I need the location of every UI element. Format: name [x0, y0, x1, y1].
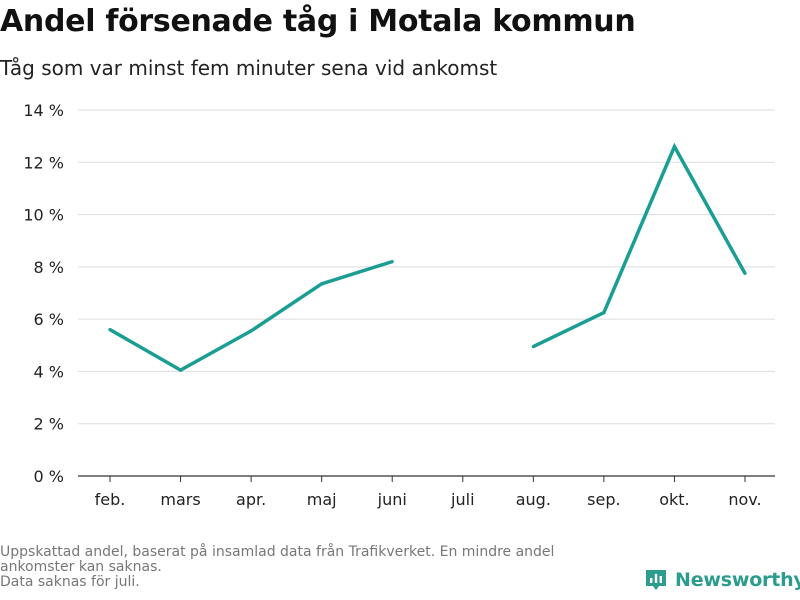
x-tick-label: juli	[450, 490, 474, 509]
y-tick-label: 6 %	[34, 310, 64, 329]
x-tick-label: apr.	[236, 490, 266, 509]
x-tick-label: nov.	[728, 490, 761, 509]
data-point	[249, 329, 253, 333]
chart-title: Andel försenade tåg i Motala kommun	[0, 4, 636, 39]
data-point	[178, 368, 183, 372]
x-tick-label: mars	[160, 490, 200, 509]
data-point	[672, 145, 677, 149]
y-tick-label: 0 %	[34, 467, 64, 486]
y-tick-label: 14 %	[23, 101, 64, 120]
series-line	[532, 142, 747, 349]
footnote: Uppskattad andel, baserat på insamlad da…	[0, 545, 640, 590]
x-tick-label: sep.	[587, 490, 620, 509]
footnote-line: Uppskattad andel, baserat på insamlad da…	[0, 544, 555, 560]
x-tick-label: feb.	[95, 490, 126, 509]
data-point	[602, 311, 606, 315]
x-tick-label: maj	[307, 490, 337, 509]
brand-name: Newsworthy	[675, 569, 800, 591]
data-point	[743, 271, 747, 275]
y-tick-label: 10 %	[23, 206, 64, 225]
x-tick-label: aug.	[516, 490, 551, 509]
data-point	[390, 260, 394, 264]
newsworthy-logo-icon	[646, 570, 666, 590]
y-tick-label: 4 %	[34, 362, 64, 381]
y-tick-label: 12 %	[23, 153, 64, 172]
series-line	[109, 259, 393, 373]
data-point	[320, 282, 324, 286]
y-tick-label: 8 %	[34, 258, 64, 277]
x-tick-label: okt.	[659, 490, 689, 509]
y-tick-label: 2 %	[34, 415, 64, 434]
chart-subtitle: Tåg som var minst fem minuter sena vid a…	[0, 56, 498, 80]
x-tick-label: juni	[377, 490, 407, 509]
data-point	[108, 328, 112, 332]
line-chart: 0 % 2 % 4 % 6 % 8 % 10 % 12 % 14 % feb. mars apr. m…	[23, 101, 775, 509]
footnote-line: Data saknas för juli.	[0, 574, 140, 590]
data-point	[531, 344, 535, 349]
footnote-line: ankomster kan saknas.	[0, 559, 162, 575]
brand-logo: Newsworthy	[644, 568, 800, 592]
